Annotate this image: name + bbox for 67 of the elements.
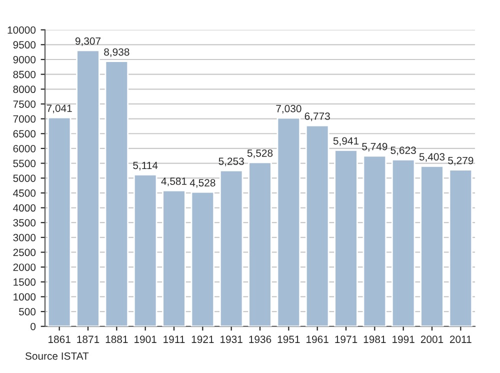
y-tick-label: 500 xyxy=(19,308,36,316)
y-tick-label: 5500 xyxy=(13,160,36,168)
bar xyxy=(219,170,244,326)
x-tick-label: 1921 xyxy=(192,336,214,344)
x-tick-label: 1871 xyxy=(77,336,100,344)
y-tick-label: 3000 xyxy=(13,234,36,242)
y-tick-label: 1000 xyxy=(14,293,36,301)
x-tick-label: 1981 xyxy=(364,336,386,344)
data-label: 5,528 xyxy=(247,149,273,158)
bar xyxy=(76,50,100,326)
x-tick-label: 1936 xyxy=(249,336,272,344)
bar xyxy=(248,162,272,326)
bar xyxy=(162,190,186,326)
bar xyxy=(334,150,358,326)
y-tick-label: 5000 xyxy=(13,174,36,182)
y-tick-label: 8500 xyxy=(13,70,36,78)
y-tick-label: 7000 xyxy=(13,115,36,123)
data-label: 7,030 xyxy=(276,104,302,114)
bar xyxy=(362,155,387,326)
x-tick-label: 1961 xyxy=(306,336,328,344)
y-tick-label: 7500 xyxy=(13,100,36,108)
y-tick-label: 9000 xyxy=(13,56,36,64)
bar xyxy=(448,169,473,326)
data-label: 5,623 xyxy=(390,146,416,156)
data-label: 5,749 xyxy=(362,142,388,152)
y-tick-label: 8000 xyxy=(13,86,36,94)
data-label: 5,114 xyxy=(133,162,158,170)
x-tick-label: 1911 xyxy=(164,336,185,344)
data-label: 5,279 xyxy=(448,156,474,166)
x-tick-label: 1951 xyxy=(278,336,300,344)
data-label: 4,581 xyxy=(161,178,187,186)
bar xyxy=(133,174,158,326)
x-tick-label: 1881 xyxy=(106,336,128,344)
bar xyxy=(420,165,444,326)
data-label: 7,041 xyxy=(46,104,72,114)
y-tick-label: 9500 xyxy=(13,41,36,49)
data-label: 5,403 xyxy=(419,153,445,162)
x-tick-label: 1991 xyxy=(392,336,414,344)
data-label: 5,253 xyxy=(218,158,244,166)
bar xyxy=(305,124,330,326)
bar xyxy=(391,158,416,326)
x-tick-label: 2011 xyxy=(450,336,472,344)
y-tick-label: 4500 xyxy=(13,189,36,197)
data-label: 5,941 xyxy=(333,137,359,146)
x-tick-label: 1971 xyxy=(335,336,358,344)
y-tick-label: 1500 xyxy=(14,278,36,286)
data-label: 9,307 xyxy=(75,37,101,46)
x-tick-label: 1931 xyxy=(220,336,242,344)
bar xyxy=(47,116,72,326)
y-tick-label: 2000 xyxy=(13,264,36,271)
y-tick-label: 4000 xyxy=(13,204,36,212)
y-tick-label: 2500 xyxy=(13,248,36,256)
x-tick-label: 2001 xyxy=(420,336,444,344)
bar xyxy=(104,60,129,326)
x-tick-label: 1861 xyxy=(48,336,70,344)
data-label: 8,938 xyxy=(104,48,130,57)
y-tick-label: 6500 xyxy=(13,130,36,138)
y-tick-label: 10000 xyxy=(8,26,36,34)
data-label: 6,773 xyxy=(304,112,330,122)
source-note: Source ISTAT xyxy=(25,352,89,360)
y-tick-label: 0 xyxy=(30,322,36,330)
y-tick-label: 3500 xyxy=(13,219,36,226)
x-tick-label: 1901 xyxy=(134,336,156,344)
y-tick-label: 6000 xyxy=(13,144,36,152)
bar xyxy=(276,117,301,326)
data-label: 4,528 xyxy=(190,179,216,188)
bar xyxy=(190,191,215,326)
